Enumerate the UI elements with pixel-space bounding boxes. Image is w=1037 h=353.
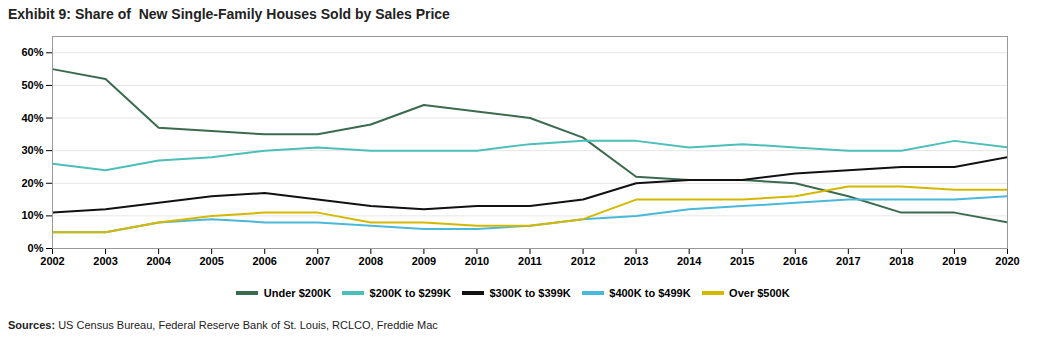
html-text:Sources: US Census Bureau, Fed: Sources: US Census Bureau, Federal Reser… [8,318,438,331]
html-text:Over $500K: Over $500K [729,286,790,299]
svg-text:2011: 2011 [518,255,542,267]
html-text:Exhibit 9: Share of New Single: Exhibit 9: Share of New Single-Family Ho… [8,6,450,22]
svg-text:2009: 2009 [412,255,436,267]
svg-text:2015: 2015 [730,255,754,267]
svg-text:2020: 2020 [995,255,1019,267]
svg-text:2005: 2005 [199,255,223,267]
svg-text:2012: 2012 [571,255,595,267]
svg-text:2014: 2014 [677,255,702,267]
svg-text:2002: 2002 [40,255,64,267]
svg-text:2017: 2017 [836,255,860,267]
svg-text:2006: 2006 [252,255,276,267]
svg-text:2004: 2004 [146,255,171,267]
svg-text:50%: 50% [21,79,43,91]
svg-text:40%: 40% [21,112,43,124]
svg-text:20%: 20% [21,177,43,189]
html-text:Under $200K: Under $200K [263,286,332,299]
svg-text:0%: 0% [28,242,44,254]
svg-text:2019: 2019 [942,255,966,267]
svg-text:30%: 30% [21,144,43,156]
svg-text:2016: 2016 [783,255,807,267]
html-text:$200K to $299K: $200K to $299K [369,286,451,299]
html-text:$400K to $499K: $400K to $499K [609,286,691,299]
svg-text:2010: 2010 [465,255,489,267]
svg-text:2007: 2007 [306,255,330,267]
svg-text:10%: 10% [21,209,43,221]
svg-text:2013: 2013 [624,255,648,267]
svg-text:2008: 2008 [359,255,383,267]
svg-text:2003: 2003 [93,255,117,267]
html-text:$300K to $399K: $300K to $399K [489,286,571,299]
svg-text:2018: 2018 [889,255,913,267]
svg-text:60%: 60% [21,46,43,58]
